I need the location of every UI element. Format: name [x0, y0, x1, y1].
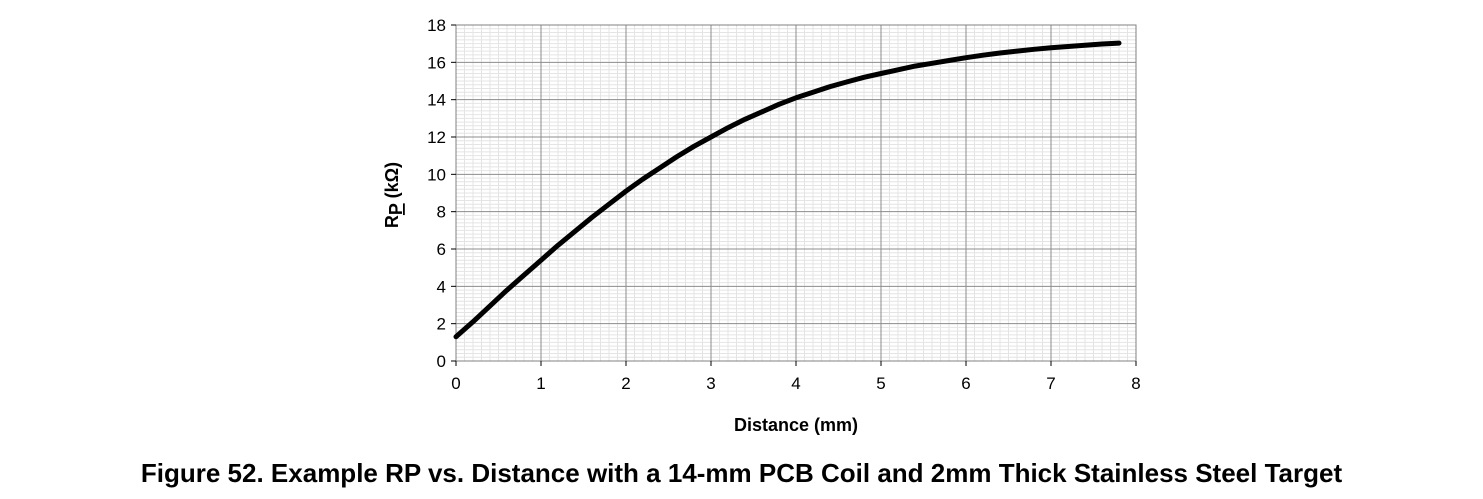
- y-tick-label: 18: [427, 16, 446, 35]
- y-axis-title-main: R: [382, 215, 402, 228]
- x-tick-label: 7: [1046, 374, 1055, 393]
- x-axis-ticks: 0 1 2 3 4 5 6 7 8: [451, 361, 1141, 393]
- x-tick-label: 6: [961, 374, 970, 393]
- y-tick-label: 14: [427, 91, 446, 110]
- y-axis-title-unit: (kΩ): [382, 162, 402, 203]
- y-tick-label: 6: [437, 240, 446, 259]
- y-tick-label: 4: [437, 277, 446, 296]
- y-tick-label: 8: [437, 203, 446, 222]
- y-tick-label: 16: [427, 53, 446, 72]
- x-tick-label: 1: [536, 374, 545, 393]
- series-line: [453, 40, 1122, 340]
- figure-caption: Figure 52. Example RP vs. Distance with …: [140, 458, 1343, 488]
- y-tick-label: 12: [427, 128, 446, 147]
- y-tick-label: 10: [427, 165, 446, 184]
- x-tick-label: 2: [621, 374, 630, 393]
- x-tick-label: 0: [451, 374, 460, 393]
- x-axis-title: Distance (mm): [734, 415, 858, 435]
- y-tick-label: 2: [437, 315, 446, 334]
- y-tick-label: 0: [437, 352, 446, 371]
- y-axis-title: RP (kΩ): [382, 162, 406, 228]
- series-layer: [453, 40, 1122, 340]
- x-tick-label: 3: [706, 374, 715, 393]
- x-tick-label: 4: [791, 374, 800, 393]
- x-tick-label: 5: [876, 374, 885, 393]
- y-axis-title-subscript: P: [386, 203, 406, 215]
- x-tick-label: 8: [1131, 374, 1140, 393]
- y-axis-ticks: 0 2 4 6 8 10 12 14 16 18: [427, 16, 456, 371]
